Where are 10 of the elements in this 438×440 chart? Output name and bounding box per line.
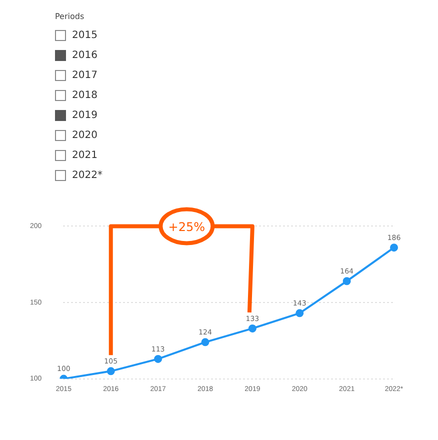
annotation: +25% bbox=[168, 220, 206, 234]
category-label: 2017 bbox=[72, 70, 98, 80]
category-label: 2018 bbox=[72, 90, 98, 100]
category-label: 2022* bbox=[72, 170, 102, 180]
category-label: 2016 bbox=[72, 50, 98, 60]
category-label: 2020 bbox=[72, 130, 98, 140]
text: Periods bbox=[55, 12, 86, 21]
category-label: 2021 bbox=[72, 150, 98, 160]
category-label: 2015 bbox=[72, 30, 98, 40]
category-label: 2019 bbox=[72, 110, 98, 120]
